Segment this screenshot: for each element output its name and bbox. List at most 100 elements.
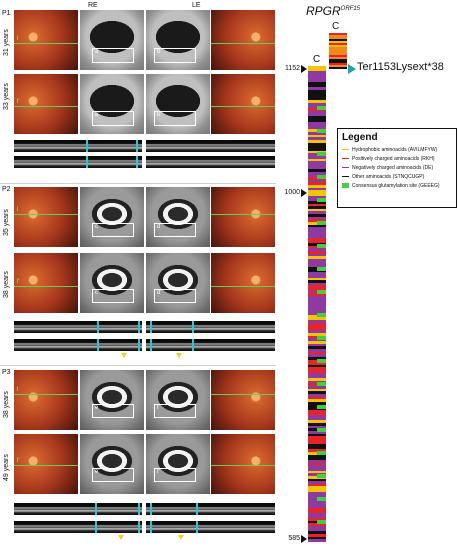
p1-box-a: a bbox=[92, 48, 134, 63]
mutation-label: Ter1153Lysext*38 bbox=[357, 61, 444, 73]
legend-swatch bbox=[342, 183, 349, 188]
patient-3-age-1: 38 years bbox=[3, 391, 10, 418]
p3-oct-le-2 bbox=[146, 521, 275, 533]
p2-fundus-le-1 bbox=[211, 187, 275, 247]
arrowhead-p2-re bbox=[121, 353, 127, 358]
left-eye-label: LE bbox=[192, 2, 201, 9]
gene-title: RPGRORF15 bbox=[306, 4, 361, 18]
legend-swatch bbox=[342, 149, 349, 150]
protein-sequence-bar bbox=[308, 66, 326, 542]
p1-faf-re-2: a' bbox=[80, 74, 144, 134]
panel-label: f' bbox=[157, 469, 160, 475]
patient-1-age-1: 31 years bbox=[3, 29, 10, 56]
patient-2-age-2: 38 years bbox=[3, 271, 10, 298]
patient-1-label: P1 bbox=[2, 10, 11, 17]
p2-box-c: c bbox=[92, 223, 134, 237]
p3-faf-le-2: f' bbox=[146, 434, 210, 494]
legend-item-negative: Negatively charged aminoacids (DE) bbox=[342, 163, 452, 172]
p2-fundus-re-1: l bbox=[14, 187, 78, 247]
p2-faf-re-1: c bbox=[80, 187, 144, 247]
separator-p1-p2 bbox=[0, 183, 276, 184]
panel-label: c bbox=[95, 224, 98, 230]
p1-oct-re-1 bbox=[14, 140, 142, 152]
patient-3-age-2: 49 years bbox=[3, 454, 10, 481]
panel-label: b' bbox=[157, 112, 162, 118]
p1-fundus-re-2: l' bbox=[14, 74, 78, 134]
p3-oct-re-2 bbox=[14, 521, 142, 533]
marker-1152-arrow-icon bbox=[301, 65, 307, 73]
marker-1152: 1152 bbox=[284, 65, 300, 72]
p3-box-f-prime: f' bbox=[154, 468, 196, 482]
panel-label: d' bbox=[157, 290, 162, 296]
right-eye-label: RE bbox=[88, 2, 98, 9]
p3-faf-le-1: f bbox=[146, 370, 210, 430]
legend-item-hydrophobic: Hydrophobic aminoacids (AVILMFYW) bbox=[342, 145, 452, 154]
c-terminal-wildtype: C bbox=[313, 54, 321, 65]
mutation-arrow-icon bbox=[348, 64, 356, 74]
p2-box-d-prime: d' bbox=[154, 289, 196, 303]
p2-fundus-le-2 bbox=[211, 253, 275, 313]
c-terminal-mutant: C bbox=[332, 21, 340, 32]
panel-label: b bbox=[157, 49, 161, 55]
p3-faf-re-2: e' bbox=[80, 434, 144, 494]
marker-585: 585 bbox=[288, 535, 300, 542]
p1-box-a-prime: a' bbox=[92, 111, 134, 126]
gene-superscript: ORF15 bbox=[340, 6, 361, 12]
p3-oct-le-1 bbox=[146, 503, 275, 515]
legend-swatch bbox=[342, 176, 349, 177]
p1-box-b-prime: b' bbox=[154, 111, 196, 126]
arrowhead-p2-le bbox=[176, 353, 182, 358]
p1-faf-re-1: a bbox=[80, 10, 144, 70]
legend-swatch bbox=[342, 158, 349, 159]
p1-faf-le-2: b' bbox=[146, 74, 210, 134]
legend: Legend Hydrophobic aminoacids (AVILMFYW)… bbox=[337, 128, 457, 208]
p2-box-c-prime: c' bbox=[92, 289, 134, 303]
panel-label: f bbox=[157, 405, 159, 411]
p1-fundus-re-1: l bbox=[14, 10, 78, 70]
p2-oct-re-2 bbox=[14, 339, 142, 351]
p2-faf-le-1: d bbox=[146, 187, 210, 247]
p3-fundus-le-2 bbox=[211, 434, 275, 494]
p2-oct-le-1 bbox=[146, 321, 275, 333]
marker-585-arrow-icon bbox=[301, 535, 307, 543]
p1-fundus-le-2 bbox=[211, 74, 275, 134]
p3-fundus-re-1: l bbox=[14, 370, 78, 430]
p1-oct-re-2 bbox=[14, 156, 142, 168]
p3-fundus-re-2: l' bbox=[14, 434, 78, 494]
marker-1000-arrow-icon bbox=[301, 189, 307, 197]
patient-3-label: P3 bbox=[2, 369, 11, 376]
p3-oct-re-1 bbox=[14, 503, 142, 515]
p1-oct-le-2 bbox=[146, 156, 275, 168]
p3-box-e-prime: e' bbox=[92, 468, 134, 482]
marker-1000: 1000 bbox=[284, 189, 300, 196]
panel-label: e' bbox=[95, 469, 100, 475]
p2-faf-le-2: d' bbox=[146, 253, 210, 313]
panel-label: c' bbox=[95, 290, 100, 296]
legend-item-glutamylation: Consensus glutamylation site (GEEEG) bbox=[342, 181, 452, 190]
mutant-extension-bar bbox=[329, 33, 347, 69]
arrowhead-p3-re bbox=[118, 535, 124, 540]
p1-oct-le-1 bbox=[146, 140, 275, 152]
p2-box-d: d bbox=[154, 223, 196, 237]
p1-faf-le-1: b bbox=[146, 10, 210, 70]
p3-box-e: e bbox=[92, 404, 134, 418]
legend-item-other: Other aminoacids (STNQCUGP) bbox=[342, 172, 452, 181]
p1-fundus-le-1 bbox=[211, 10, 275, 70]
p2-fundus-re-2: l' bbox=[14, 253, 78, 313]
patient-2-age-1: 35 years bbox=[3, 209, 10, 236]
patient-2-label: P2 bbox=[2, 186, 11, 193]
p2-faf-re-2: c' bbox=[80, 253, 144, 313]
legend-swatch bbox=[342, 167, 349, 168]
separator-p2-p3 bbox=[0, 365, 276, 366]
p3-box-f: f bbox=[154, 404, 196, 418]
p3-fundus-le-1 bbox=[211, 370, 275, 430]
p3-faf-re-1: e bbox=[80, 370, 144, 430]
panel-label: a' bbox=[95, 112, 100, 118]
arrowhead-p3-le bbox=[178, 535, 184, 540]
p2-oct-le-2 bbox=[146, 339, 275, 351]
panel-label: a bbox=[95, 49, 99, 55]
panel-label: e bbox=[95, 405, 99, 411]
p2-oct-re-1 bbox=[14, 321, 142, 333]
legend-title: Legend bbox=[342, 132, 378, 143]
panel-label: d bbox=[157, 224, 161, 230]
